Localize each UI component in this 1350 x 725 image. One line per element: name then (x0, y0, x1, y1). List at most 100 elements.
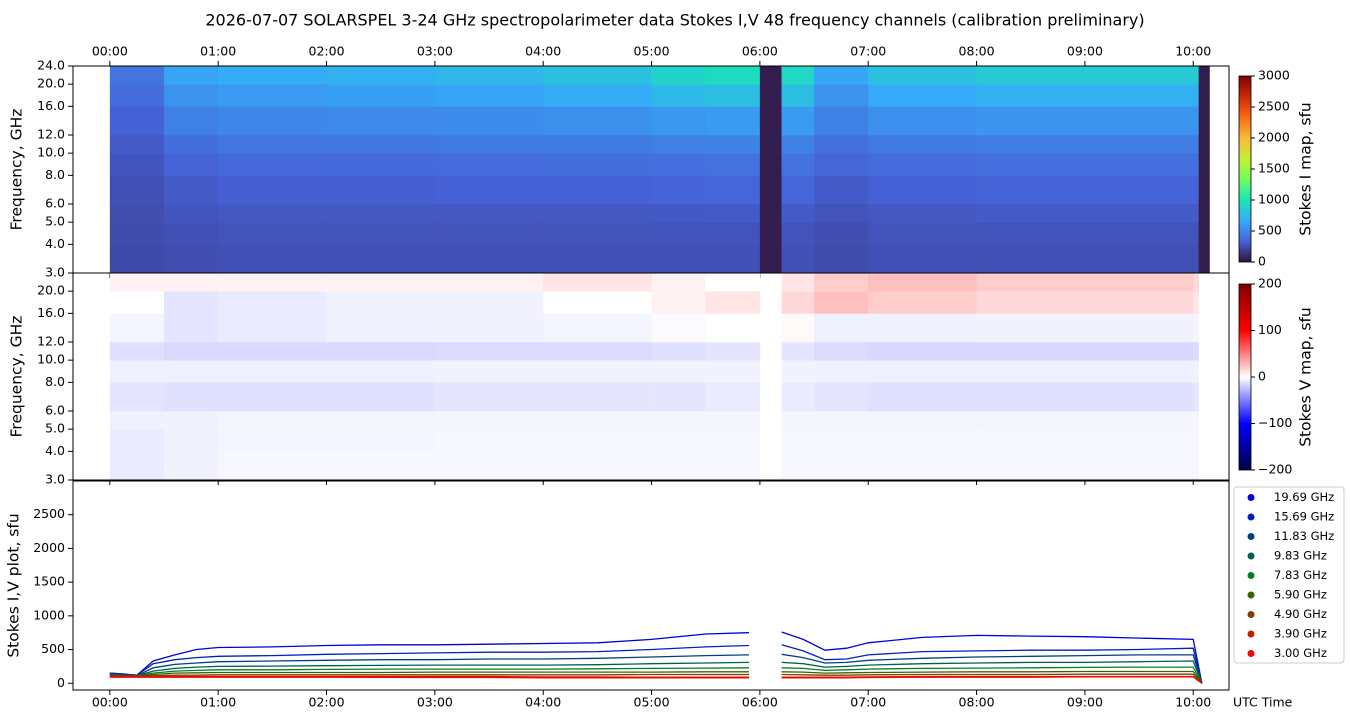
heatmap-cell (164, 360, 219, 383)
heatmap-cell (1193, 135, 1199, 154)
heatmap-cell (1084, 411, 1194, 430)
heatmap-cell (164, 291, 219, 314)
heatmap-cell (434, 429, 544, 452)
x-tick-label: 00:00 (92, 695, 128, 710)
heatmap-cell (1084, 382, 1194, 412)
heatmap-cell (651, 291, 707, 314)
y-tick-label: 16.0 (37, 98, 65, 113)
heatmap-cell (1084, 342, 1194, 361)
x-tick-label: 06:00 (742, 44, 778, 59)
heatmap-cell (218, 106, 327, 136)
heatmap-cell (651, 84, 707, 107)
heatmap-cell (326, 244, 436, 273)
heatmap-cell (164, 382, 219, 412)
heatmap-cell (781, 84, 815, 107)
heatmap-cell (543, 360, 652, 383)
heatmap-cell (814, 291, 869, 314)
heatmap-cell (543, 382, 652, 412)
heatmap-cell (759, 135, 782, 154)
heatmap-cell (164, 429, 219, 452)
heatmap-cell (976, 175, 1086, 205)
heatmap-cell (218, 313, 327, 343)
x-tick-label: 10:00 (1175, 44, 1211, 59)
heatmap-cell (218, 273, 327, 292)
colorbar-tick-label: 1000 (1258, 192, 1290, 207)
heatmap-cell (326, 313, 436, 343)
heatmap-cell (1084, 135, 1194, 154)
heatmap-cell (218, 204, 327, 223)
heatmap-cell (651, 313, 707, 343)
heatmap-cell (868, 84, 977, 107)
y-tick-label: 6.0 (45, 403, 65, 418)
heatmap-cell (326, 360, 436, 383)
heatmap-cell (651, 175, 707, 205)
heatmap-cell (434, 411, 544, 430)
heatmap-cell (218, 429, 327, 452)
heatmap-cell (543, 342, 652, 361)
heatmap-cell (543, 313, 652, 343)
heatmap-cell (1198, 244, 1210, 273)
heatmap-cell (868, 66, 977, 85)
heatmap-cell (109, 135, 165, 154)
heatmap-cell (651, 135, 707, 154)
plot-area (109, 631, 1203, 684)
heatmap-cell (1193, 273, 1199, 292)
heatmap-cell (781, 451, 815, 480)
colorbar-tick-label: −100 (1258, 415, 1292, 430)
heatmap-cell (218, 382, 327, 412)
heatmap-cell (781, 153, 815, 176)
colorbar-tick-label: 2500 (1258, 99, 1290, 114)
heatmap-cell (164, 411, 219, 430)
heatmap-cell (781, 135, 815, 154)
heatmap-cell (1198, 222, 1210, 245)
colorbar-tick-label: 3000 (1258, 68, 1290, 83)
heatmap-cell (434, 313, 544, 343)
heatmap-cell (1198, 106, 1210, 136)
heatmap-cell (759, 66, 782, 85)
heatmap-cell (759, 204, 782, 223)
heatmap-cell (781, 313, 815, 343)
heatmap-cell (1198, 84, 1210, 107)
heatmap-cell (109, 204, 165, 223)
heatmap-cell (868, 135, 977, 154)
legend-label: 15.69 GHz (1274, 510, 1334, 524)
heatmap-cell (109, 360, 165, 383)
heatmap-cell (705, 451, 761, 480)
x-tick-label: 07:00 (850, 44, 886, 59)
x-tick-label: 03:00 (417, 695, 453, 710)
heatmap-cell (814, 451, 869, 480)
heatmap-cell (218, 411, 327, 430)
heatmap-cell (218, 244, 327, 273)
heatmap-cell (109, 106, 165, 136)
heatmap-cell (543, 273, 652, 292)
heatmap-cell (164, 66, 219, 85)
y-tick-label: 10.0 (37, 352, 65, 367)
series-line (109, 631, 1203, 684)
heatmap-cell (1084, 153, 1194, 176)
heatmap-cell (434, 360, 544, 383)
x-tick-label: 00:00 (92, 44, 128, 59)
legend-label: 19.69 GHz (1274, 490, 1334, 504)
heatmap-cell (434, 291, 544, 314)
heatmap-cell (976, 360, 1086, 383)
x-tick-label: 09:00 (1067, 695, 1103, 710)
heatmap-cell (326, 84, 436, 107)
y-tick-label: 4.0 (45, 443, 65, 458)
heatmap-cell (326, 66, 436, 85)
heatmap-cell (705, 342, 761, 361)
heatmap-cell (868, 153, 977, 176)
heatmap-cell (868, 273, 977, 292)
x-axis-label: UTC Time (1233, 695, 1293, 710)
heatmap-cell (1193, 222, 1199, 245)
heatmap-cell (868, 291, 977, 314)
heatmap-cell (543, 429, 652, 452)
x-tick-label: 02:00 (309, 44, 345, 59)
heatmap-cell (543, 411, 652, 430)
heatmap-cell (651, 273, 707, 292)
heatmap-cell (759, 222, 782, 245)
x-tick-label: 01:00 (200, 695, 236, 710)
heatmap-cell (434, 244, 544, 273)
heatmap-cell (218, 84, 327, 107)
heatmap-cell (326, 451, 436, 480)
heatmap-cell (1084, 291, 1194, 314)
